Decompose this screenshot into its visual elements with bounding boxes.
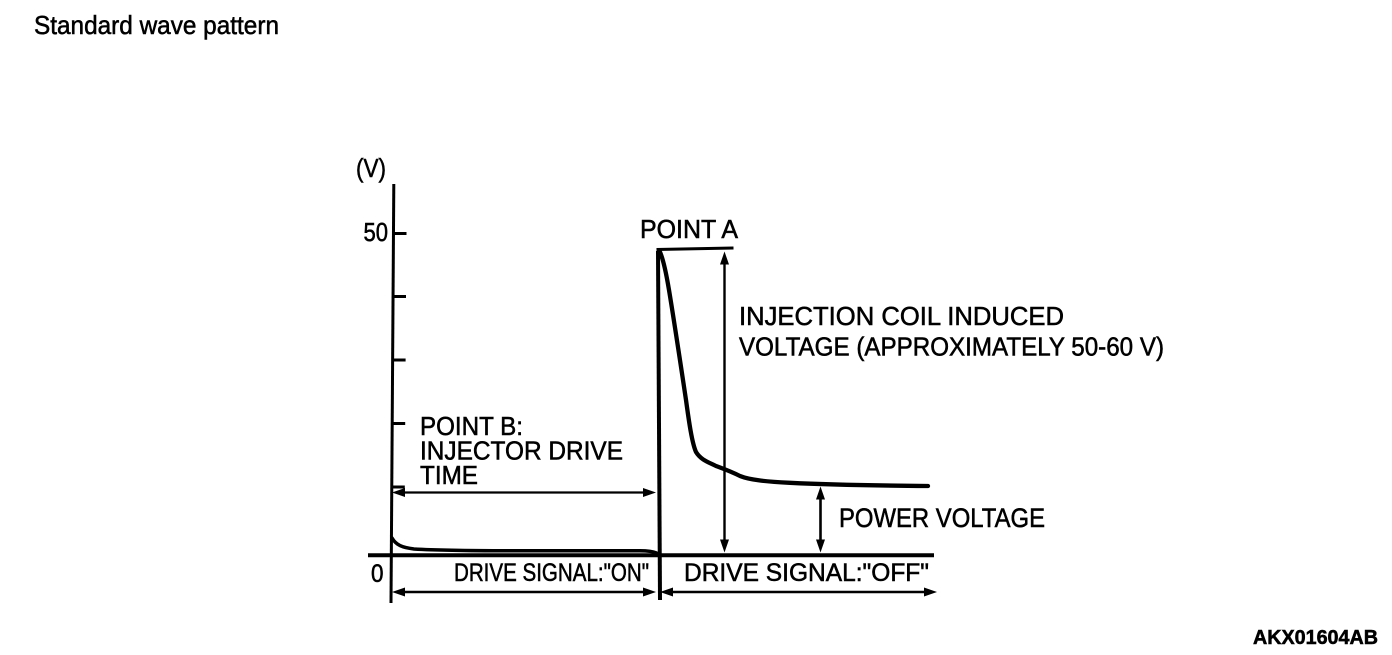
svg-text:POWER VOLTAGE: POWER VOLTAGE: [839, 503, 1045, 533]
svg-text:(V): (V): [356, 153, 386, 183]
svg-text:0: 0: [371, 560, 384, 588]
svg-text:Standard wave pattern: Standard wave pattern: [34, 10, 279, 40]
svg-text:VOLTAGE (APPROXIMATELY 50-60 V: VOLTAGE (APPROXIMATELY 50-60 V): [739, 332, 1164, 362]
svg-text:AKX01604AB: AKX01604AB: [1253, 626, 1378, 649]
svg-text:INJECTOR DRIVE: INJECTOR DRIVE: [420, 436, 623, 466]
svg-text:POINT A: POINT A: [640, 214, 739, 244]
svg-text:DRIVE SIGNAL:"ON": DRIVE SIGNAL:"ON": [454, 559, 649, 587]
svg-text:POINT B:: POINT B:: [420, 411, 523, 441]
svg-text:50: 50: [364, 217, 389, 247]
svg-text:DRIVE SIGNAL:"OFF": DRIVE SIGNAL:"OFF": [684, 559, 929, 587]
svg-text:INJECTION COIL INDUCED: INJECTION COIL INDUCED: [739, 301, 1064, 331]
svg-text:TIME: TIME: [420, 460, 478, 490]
